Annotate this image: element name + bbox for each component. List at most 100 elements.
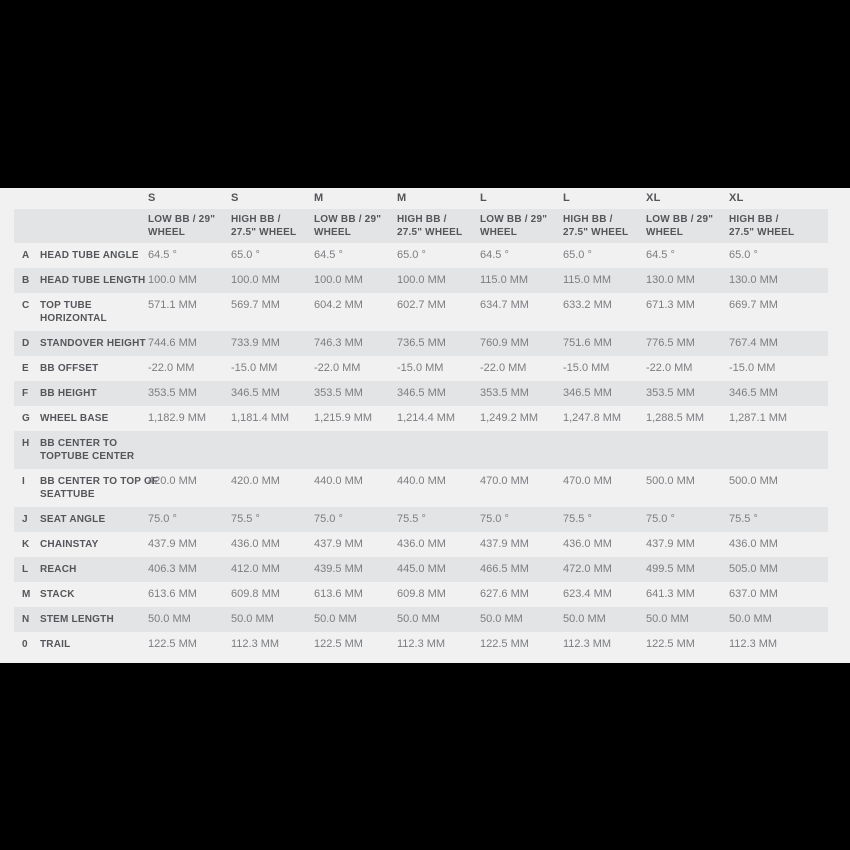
value-cell: 609.8 MM (397, 588, 446, 600)
value-cell: 571.1 MM (148, 299, 197, 311)
row-name: REACH (40, 564, 77, 575)
config-header: LOW BB / 29" WHEEL (646, 214, 714, 238)
value-cell: 75.0 ° (148, 513, 177, 525)
value-cell: 751.6 MM (563, 337, 612, 349)
value-cell: 437.9 MM (480, 538, 529, 550)
row-letter: I (22, 476, 25, 487)
row-name: STEM LENGTH (40, 614, 114, 625)
value-cell: 122.5 MM (480, 638, 529, 650)
config-header: HIGH BB /27.5" WHEEL (563, 214, 629, 238)
value-cell: 353.5 MM (646, 387, 695, 399)
value-cell: 115.0 MM (563, 274, 612, 286)
value-cell: -15.0 MM (231, 362, 278, 374)
value-cell: 609.8 MM (231, 588, 280, 600)
value-cell: 50.0 MM (480, 613, 523, 625)
value-cell: 436.0 MM (729, 538, 778, 550)
value-cell: 437.9 MM (314, 538, 363, 550)
table-row: I BB CENTER TO TOP OF SEATTUBE 420.0 MM 420.… (14, 469, 828, 507)
row-letter: A (22, 250, 30, 261)
row-name: HEAD TUBE ANGLE (40, 250, 139, 261)
value-cell: 440.0 MM (314, 475, 363, 487)
row-name: STACK (40, 589, 75, 600)
value-cell: 436.0 MM (563, 538, 612, 550)
config-header: LOW BB / 29" WHEEL (314, 214, 382, 238)
value-cell: 627.6 MM (480, 588, 529, 600)
table-row: F BB HEIGHT 353.5 MM 346.5 MM 353.5 MM 346.5 … (14, 381, 828, 406)
value-cell: 634.7 MM (480, 299, 529, 311)
value-cell: 65.0 ° (231, 249, 260, 261)
row-name: HEAD TUBE LENGTH (40, 275, 146, 286)
table-body: A HEAD TUBE ANGLE 64.5 ° 65.0 ° 64.5 ° 65.0 °… (14, 243, 828, 657)
row-name: BB CENTER TO TOPTUBE CENTER (40, 438, 135, 462)
row-letter: 0 (22, 639, 28, 650)
table-row: E BB OFFSET -22.0 MM -15.0 MM -22.0 MM -15.0 … (14, 356, 828, 381)
value-cell: 346.5 MM (563, 387, 612, 399)
value-cell: 65.0 ° (397, 249, 426, 261)
row-letter: D (22, 338, 30, 349)
value-cell: 122.5 MM (148, 638, 197, 650)
value-cell: 75.5 ° (231, 513, 260, 525)
value-cell: 641.3 MM (646, 588, 695, 600)
row-letter: N (22, 614, 30, 625)
geometry-table: S S M M L L XL XL LOW BB / 29" WHEEL HIGH BB /27.… (14, 188, 828, 657)
row-name: BB HEIGHT (40, 388, 97, 399)
table-row: H BB CENTER TO TOPTUBE CENTER (14, 431, 828, 469)
value-cell: 736.5 MM (397, 337, 446, 349)
value-cell: 64.5 ° (480, 249, 509, 261)
value-cell (646, 431, 729, 469)
value-cell: 1,214.4 MM (397, 412, 456, 424)
value-cell: 1,181.4 MM (231, 412, 290, 424)
value-cell: 470.0 MM (563, 475, 612, 487)
value-cell: 122.5 MM (646, 638, 695, 650)
table-row: M STACK 613.6 MM 609.8 MM 613.6 MM 609.8 MM 62… (14, 582, 828, 607)
value-cell: -15.0 MM (729, 362, 776, 374)
table-row: G WHEEL BASE 1,182.9 MM 1,181.4 MM 1,215.9 M… (14, 406, 828, 431)
value-cell: 604.2 MM (314, 299, 363, 311)
size-header: M (314, 192, 324, 204)
header-spacer (40, 188, 148, 209)
row-letter: K (22, 539, 30, 550)
header-spacer (14, 209, 40, 243)
value-cell: 412.0 MM (231, 563, 280, 575)
value-cell: 75.0 ° (314, 513, 343, 525)
value-cell: 353.5 MM (314, 387, 363, 399)
value-cell: 50.0 MM (231, 613, 274, 625)
table-row: K CHAINSTAY 437.9 MM 436.0 MM 437.9 MM 436.0 … (14, 532, 828, 557)
table-row: J SEAT ANGLE 75.0 ° 75.5 ° 75.0 ° 75.5 ° 75.0 … (14, 507, 828, 532)
value-cell: 75.5 ° (563, 513, 592, 525)
value-cell: 130.0 MM (646, 274, 695, 286)
row-name: TRAIL (40, 639, 71, 650)
config-header: LOW BB / 29" WHEEL (148, 214, 216, 238)
value-cell: 50.0 MM (563, 613, 606, 625)
value-cell: 353.5 MM (148, 387, 197, 399)
value-cell: 1,288.5 MM (646, 412, 705, 424)
size-header: XL (646, 192, 661, 204)
value-cell: 420.0 MM (231, 475, 280, 487)
value-cell: 623.4 MM (563, 588, 612, 600)
bottom-letterbox-bar (0, 663, 850, 850)
value-cell: 613.6 MM (314, 588, 363, 600)
value-cell: -22.0 MM (148, 362, 195, 374)
row-letter: J (22, 514, 28, 525)
row-name: BB CENTER TO TOP OF SEATTUBE (40, 476, 159, 500)
size-header: M (397, 192, 407, 204)
value-cell: 65.0 ° (729, 249, 758, 261)
value-cell: 346.5 MM (729, 387, 778, 399)
header-spacer (14, 188, 40, 209)
value-cell: 100.0 MM (314, 274, 363, 286)
value-cell: 64.5 ° (646, 249, 675, 261)
value-cell: 1,287.1 MM (729, 412, 788, 424)
value-cell: 112.3 MM (397, 638, 446, 650)
row-letter: F (22, 388, 29, 399)
table-row: C TOP TUBE HORIZONTAL 571.1 MM 569.7 MM 604.2… (14, 293, 828, 331)
value-cell: 100.0 MM (231, 274, 280, 286)
value-cell: 470.0 MM (480, 475, 529, 487)
row-name: BB OFFSET (40, 363, 99, 374)
value-cell: 65.0 ° (563, 249, 592, 261)
row-letter: B (22, 275, 30, 286)
value-cell: -15.0 MM (563, 362, 610, 374)
value-cell: 744.6 MM (148, 337, 197, 349)
config-header: HIGH BB /27.5" WHEEL (397, 214, 463, 238)
value-cell: 767.4 MM (729, 337, 778, 349)
value-cell: 346.5 MM (231, 387, 280, 399)
